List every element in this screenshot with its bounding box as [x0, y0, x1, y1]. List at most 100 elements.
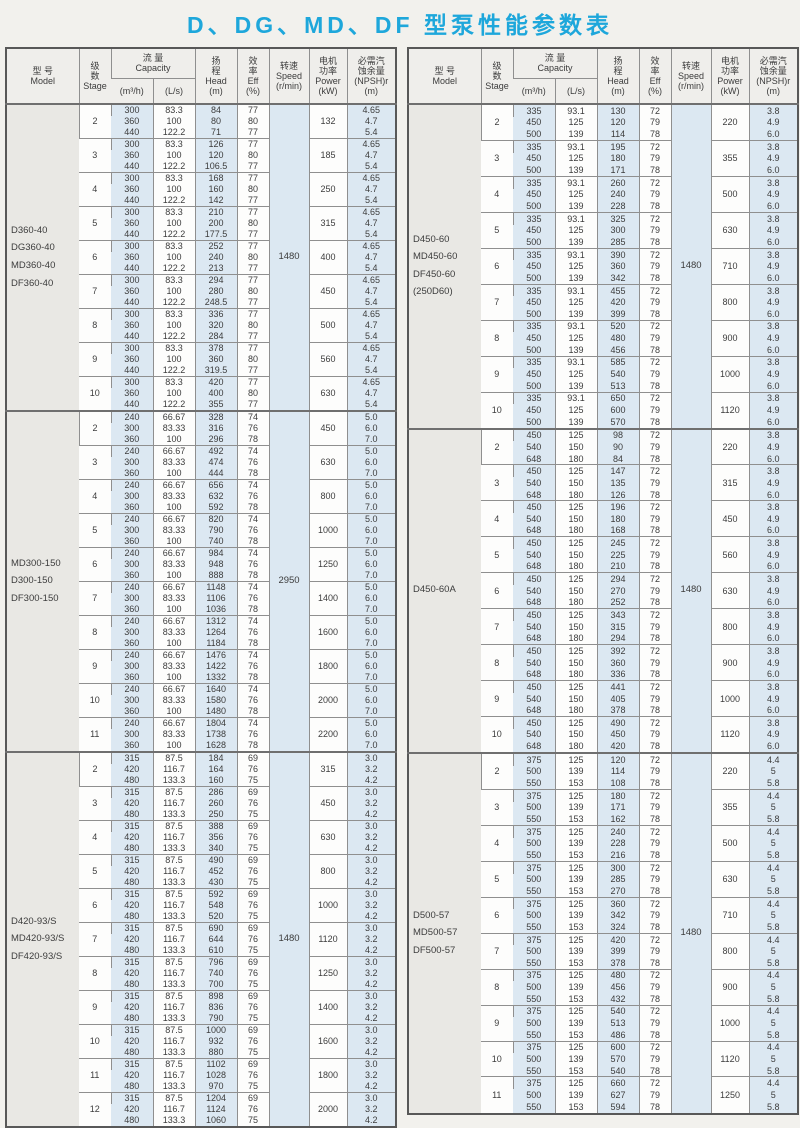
eff-cell: 78 [638, 740, 672, 753]
col-unit-ls: (L/s) [554, 78, 598, 105]
head-cell: 1628 [194, 740, 238, 752]
capacity-ls-cell: 139 [554, 1053, 598, 1065]
capacity-ls-cell: 180 [554, 524, 598, 537]
power-cell: 1400 [308, 581, 348, 616]
head-cell: 324 [596, 921, 640, 934]
eff-cell: 79 [638, 909, 672, 922]
head-cell: 300 [596, 860, 640, 874]
npsh-cell: 4.65 [346, 138, 397, 150]
col-speed: 转速 Speed (r/min) [670, 48, 712, 105]
capacity-ls-cell: 100 [152, 388, 196, 399]
npsh-cell: 5 [748, 981, 799, 993]
npsh-cell: 7.0 [346, 706, 397, 718]
capacity-ls-cell: 150 [554, 441, 598, 453]
capacity-ls-cell: 116.7 [152, 1070, 196, 1081]
capacity-ls-cell: 122.2 [152, 365, 196, 377]
eff-cell: 72 [638, 247, 672, 261]
capacity-ls-cell: 139 [554, 873, 598, 886]
head-cell: 420 [596, 296, 640, 308]
power-cell: 1600 [308, 1024, 348, 1059]
head-cell: 880 [194, 1047, 238, 1059]
eff-cell: 79 [638, 513, 672, 525]
eff-cell: 77 [236, 206, 270, 218]
head-cell: 610 [194, 945, 238, 957]
npsh-cell: 7.0 [346, 468, 397, 480]
power-cell: 800 [308, 854, 348, 889]
eff-cell: 77 [236, 263, 270, 275]
eff-cell: 69 [236, 854, 270, 866]
npsh-cell: 3.2 [346, 934, 397, 945]
power-cell: 250 [308, 172, 348, 207]
capacity-m3h-cell: 240 [110, 615, 153, 627]
power-cell: 1250 [710, 1076, 750, 1114]
capacity-ls-cell: 180 [554, 740, 598, 753]
capacity-m3h-cell: 480 [111, 1115, 153, 1127]
npsh-cell: 4.2 [346, 1047, 397, 1059]
capacity-m3h-cell: 420 [111, 1070, 153, 1081]
eff-cell: 79 [638, 1017, 672, 1029]
stage-cell: 6 [481, 572, 514, 609]
stage-cell: 6 [79, 240, 111, 275]
capacity-ls-cell: 87.5 [152, 1092, 196, 1104]
head-cell: 228 [596, 200, 640, 213]
npsh-cell: 3.0 [346, 922, 397, 934]
npsh-cell: 3.0 [346, 751, 397, 764]
eff-cell: 78 [236, 502, 270, 514]
power-cell: 450 [308, 274, 348, 309]
npsh-cell: 5.4 [346, 399, 397, 411]
capacity-ls-cell: 139 [554, 909, 598, 922]
eff-cell: 78 [638, 1100, 672, 1114]
eff-cell: 77 [236, 297, 270, 309]
stage-cell: 5 [481, 536, 514, 573]
model-name: DF420-93/S [11, 950, 63, 962]
capacity-ls-cell: 150 [554, 477, 598, 489]
eff-cell: 72 [638, 608, 672, 621]
capacity-m3h-cell: 360 [111, 116, 153, 127]
capacity-ls-cell: 116.7 [152, 832, 196, 843]
capacity-m3h-cell: 550 [513, 849, 556, 862]
npsh-cell: 4.9 [748, 549, 799, 561]
power-cell: 220 [710, 751, 750, 790]
head-cell: 452 [194, 866, 238, 877]
npsh-cell: 5.8 [748, 1100, 799, 1114]
col-unit-m3h: (m³/h) [111, 78, 153, 105]
table-header: 型 号 Model 级数 Stage 流 量 Capacity 扬程 Head (m) 效率 Eff… [6, 48, 397, 105]
power-cell: 1120 [710, 1040, 750, 1077]
eff-cell: 77 [236, 399, 270, 411]
head-cell: 180 [596, 513, 640, 525]
capacity-ls-cell: 83.33 [152, 491, 196, 502]
capacity-ls-cell: 83.33 [152, 695, 196, 706]
npsh-cell: 4.4 [748, 968, 799, 982]
eff-cell: 79 [638, 692, 672, 705]
eff-cell: 78 [236, 536, 270, 548]
head-cell: 898 [194, 990, 238, 1002]
npsh-cell: 5.4 [346, 331, 397, 343]
capacity-m3h-cell: 300 [110, 138, 153, 150]
eff-cell: 79 [638, 224, 672, 237]
eff-cell: 79 [638, 1089, 672, 1101]
head-cell: 432 [596, 992, 640, 1006]
npsh-cell: 4.7 [346, 320, 397, 331]
eff-cell: 72 [638, 932, 672, 946]
power-cell: 500 [710, 175, 750, 213]
capacity-ls-cell: 66.67 [152, 683, 196, 695]
capacity-ls-cell: 125 [554, 608, 598, 621]
npsh-cell: 5.0 [346, 445, 397, 457]
head-cell: 342 [596, 272, 640, 285]
model-name: D500-57 [413, 909, 450, 921]
power-cell: 710 [710, 896, 750, 934]
npsh-cell: 6.0 [748, 596, 799, 609]
eff-cell: 78 [638, 992, 672, 1006]
head-cell: 1000 [194, 1024, 238, 1036]
npsh-cell: 5 [748, 765, 799, 778]
capacity-m3h-cell: 375 [512, 1040, 556, 1054]
head-cell: 592 [194, 888, 238, 900]
capacity-m3h-cell: 440 [111, 127, 153, 139]
power-cell: 220 [710, 102, 750, 141]
capacity-ls-cell: 139 [554, 1089, 598, 1101]
head-cell: 285 [596, 236, 640, 249]
head-cell: 570 [596, 1053, 640, 1065]
eff-cell: 78 [236, 638, 270, 650]
head-cell: 260 [194, 798, 238, 809]
npsh-cell: 4.7 [346, 286, 397, 297]
